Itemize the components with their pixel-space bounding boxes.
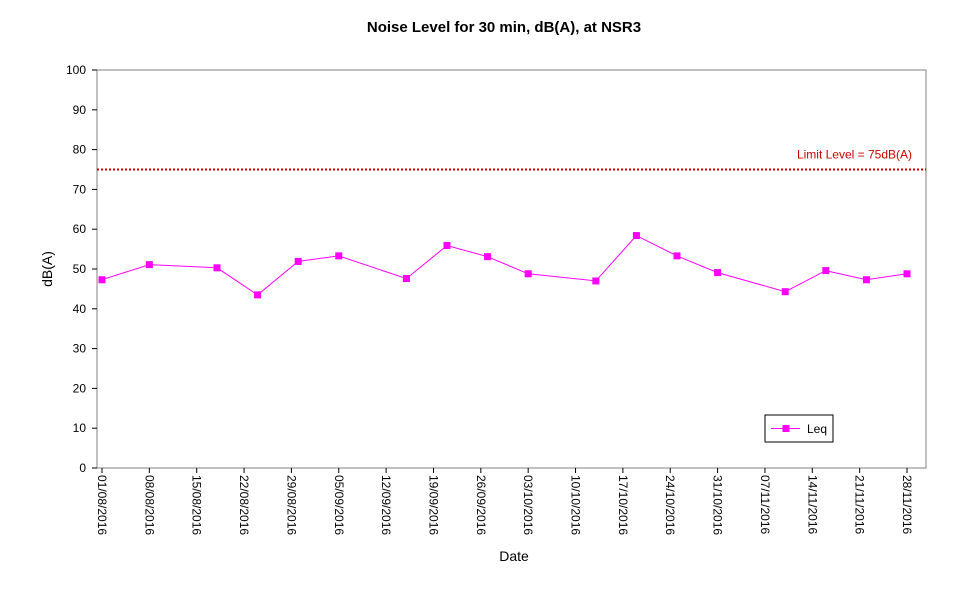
x-tick-label: 10/10/2016 [569,475,583,535]
y-tick-label: 10 [73,421,87,435]
x-tick-label: 28/11/2016 [900,475,914,534]
data-point-leq [673,252,681,260]
x-tick-label: 22/08/2016 [237,475,251,535]
legend-label-leq: Leq [807,422,827,436]
x-tick-label: 21/11/2016 [853,475,867,534]
y-tick-label: 80 [73,143,87,157]
plot-area [96,69,927,469]
series-line-leq [101,234,908,296]
x-tick-label: 05/09/2016 [332,475,346,535]
data-point-leq [632,232,640,240]
x-tick-label: 01/08/2016 [95,475,109,535]
y-tick-label: 90 [73,103,87,117]
x-tick-label: 17/10/2016 [616,475,630,535]
x-tick-label: 26/09/2016 [474,475,488,535]
data-point-leq [335,252,343,260]
data-point-leq [145,261,153,269]
data-point-leq [484,253,492,261]
x-tick-label: 19/09/2016 [426,475,440,535]
limit-level-label: Limit Level = 75dB(A) [797,148,912,162]
x-tick-label: 12/09/2016 [379,475,393,535]
data-point-leq [213,264,221,272]
data-point-leq [294,257,302,265]
series-markers-leq [98,232,911,299]
data-point-leq [402,275,410,283]
data-point-leq [524,270,532,278]
x-tick-label: 24/10/2016 [663,475,677,535]
x-tick-label: 15/08/2016 [190,475,204,535]
y-tick-label: 40 [73,302,87,316]
y-tick-label: 70 [73,182,87,196]
y-axis: 0 10 20 30 40 50 60 70 80 90 100 [66,63,97,475]
y-tick-label: 50 [73,262,87,276]
y-axis-label: dB(A) [39,251,55,287]
data-point-leq [781,288,789,296]
data-point-leq [443,242,451,250]
y-tick-label: 0 [79,461,86,475]
y-tick-label: 20 [73,381,87,395]
data-point-leq [903,270,911,278]
legend: Leq [764,414,834,443]
x-tick-label: 03/10/2016 [521,475,535,535]
legend-marker-leq [782,425,790,432]
chart-title: Noise Level for 30 min, dB(A), at NSR3 [367,19,641,36]
x-tick-label: 31/10/2016 [711,475,725,535]
data-point-leq [822,267,830,275]
data-point-leq [98,276,106,284]
y-tick-label: 30 [73,342,87,356]
y-tick-label: 60 [73,222,87,236]
data-point-leq [862,276,870,284]
y-tick-label: 100 [66,63,86,77]
x-tick-label: 29/08/2016 [284,475,298,535]
data-point-leq [714,269,722,277]
data-point-leq [254,291,262,299]
x-axis-label: Date [499,548,529,564]
x-tick-label: 14/11/2016 [805,475,819,534]
x-tick-label: 08/08/2016 [142,475,156,535]
x-axis: 01/08/2016 08/08/2016 15/08/2016 22/08/2016… [95,468,914,535]
data-point-leq [592,277,600,285]
x-tick-label: 07/11/2016 [758,475,772,534]
